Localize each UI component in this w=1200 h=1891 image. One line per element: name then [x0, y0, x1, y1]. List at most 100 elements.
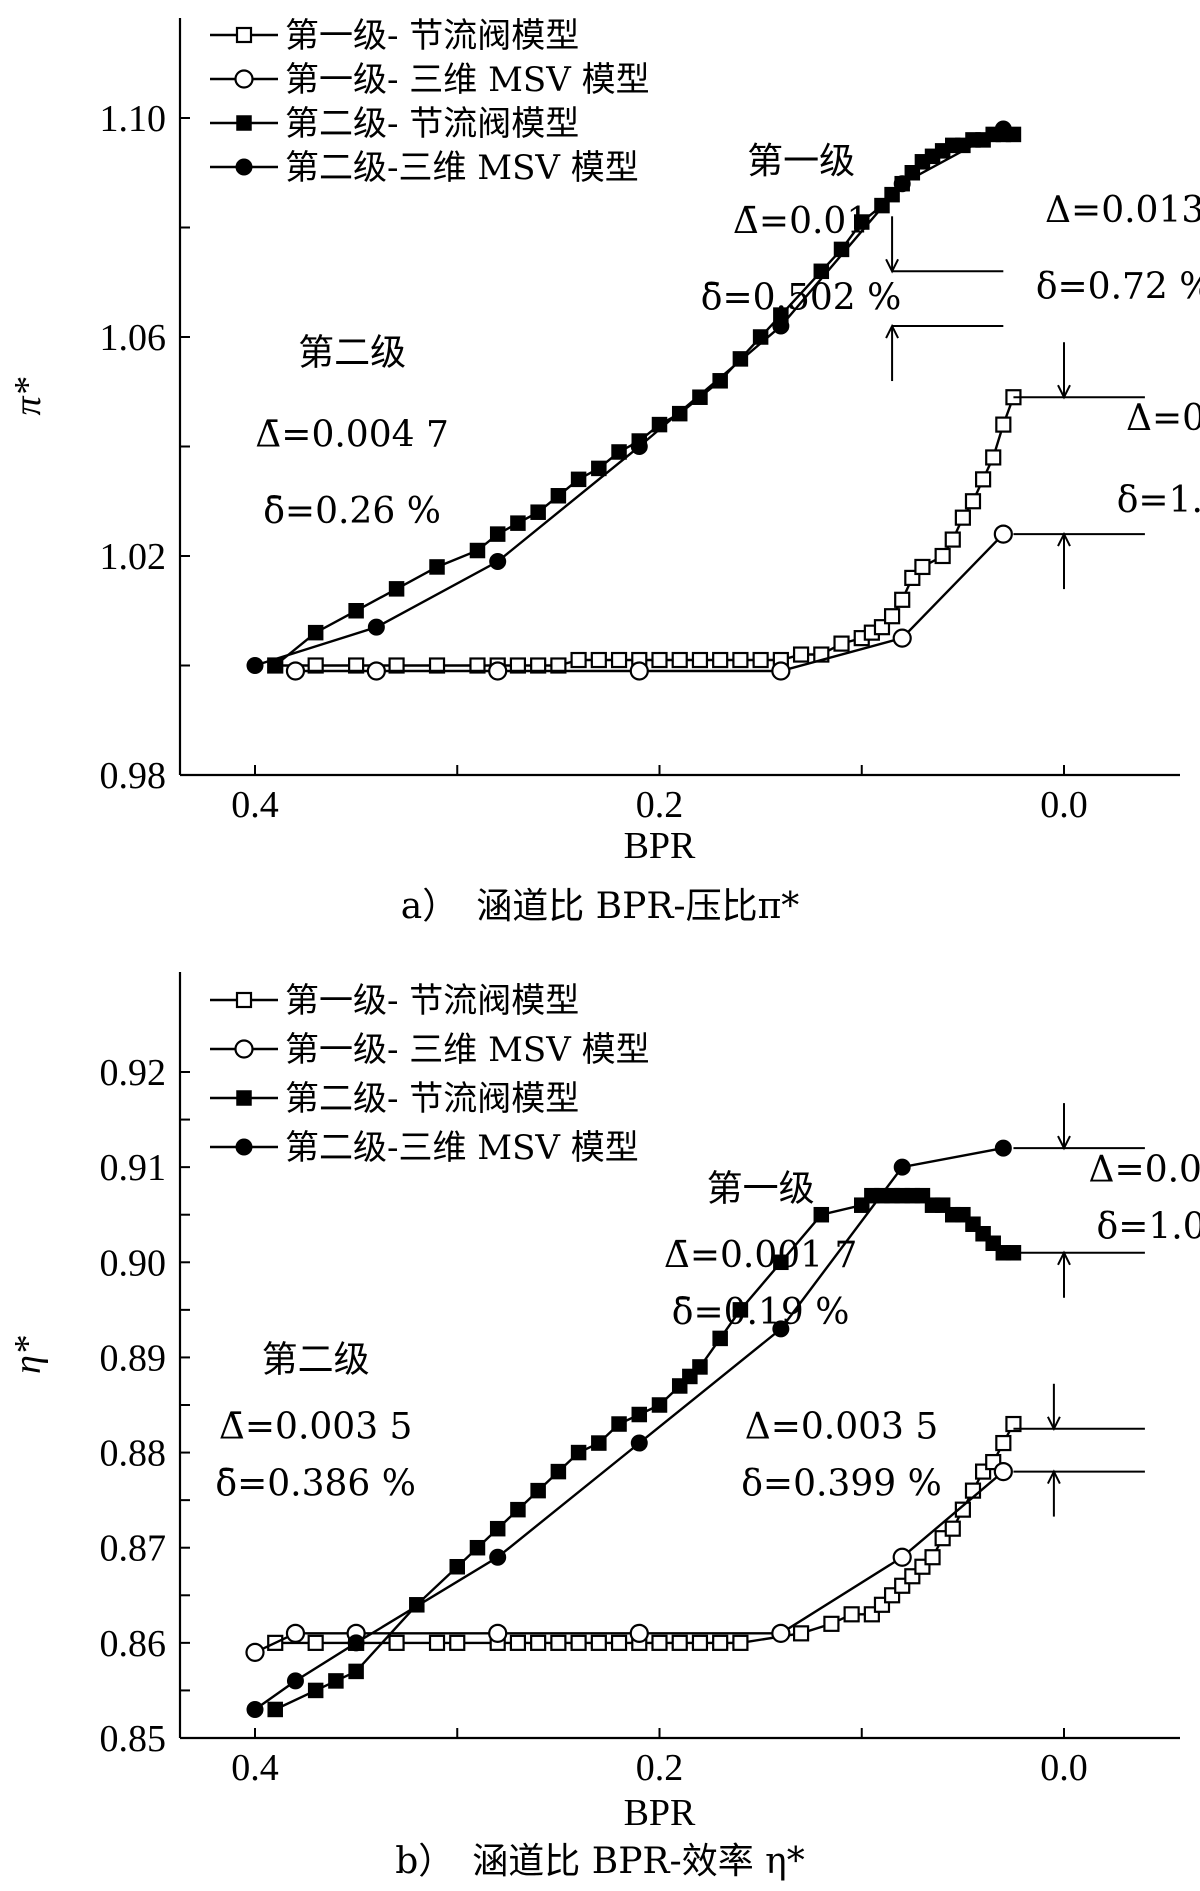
chart-panel-b: 0.85 0.86 0.87 0.88 0.89 0.90 0.91 0.92 0.4 0.2 0.… — [7, 972, 1200, 1882]
legend-label: 第二级-三维 MSV 模型 — [285, 1128, 639, 1168]
data-point — [428, 657, 446, 674]
data-point — [843, 1606, 860, 1623]
data-point — [993, 1461, 1013, 1482]
data-point — [570, 471, 587, 488]
data-point — [348, 603, 364, 619]
data-point — [630, 438, 648, 455]
data-point — [489, 552, 507, 570]
data-point — [954, 1501, 971, 1518]
data-point — [610, 651, 628, 669]
delta-arrowhead — [885, 323, 899, 339]
data-point — [307, 657, 324, 674]
data-point — [671, 651, 688, 669]
data-point — [732, 1302, 749, 1318]
annotation: δ=1.05 % — [1097, 1207, 1200, 1248]
data-point — [813, 1206, 830, 1223]
annotation: Δ=0.013 — [1045, 190, 1200, 231]
legend-label: 第二级- 节流阀模型 — [285, 104, 579, 144]
data-point — [732, 651, 749, 669]
data-point — [772, 1320, 790, 1338]
y-tick-label: 0.87 — [100, 1528, 167, 1570]
legend-marker — [235, 1138, 253, 1156]
data-point — [1005, 1415, 1022, 1433]
series-line-0 — [275, 1423, 1015, 1645]
data-point — [245, 1642, 265, 1662]
delta-arrowhead — [1046, 1469, 1061, 1485]
data-point — [489, 526, 506, 542]
legend-marker — [236, 115, 252, 131]
data-point — [732, 1634, 749, 1651]
x-tick-label: 0.2 — [636, 1747, 684, 1789]
y-axis-title: π* — [7, 377, 49, 415]
data-point — [509, 657, 527, 674]
data-point — [591, 460, 607, 477]
y-tick-label: 0.85 — [100, 1718, 167, 1760]
data-point — [449, 1634, 466, 1651]
data-point — [712, 651, 729, 669]
y-tick-label: 0.86 — [100, 1623, 167, 1665]
data-point — [712, 373, 728, 389]
annotation: δ̄=0.26 % — [263, 491, 441, 532]
y-tick-label: 0.98 — [100, 755, 167, 797]
data-point — [469, 1539, 486, 1556]
data-point — [388, 581, 405, 597]
annotation: δ̄=0.502 % — [701, 278, 902, 319]
data-point — [307, 624, 324, 641]
data-point — [328, 1673, 344, 1689]
data-point — [692, 389, 708, 405]
data-point — [286, 1672, 304, 1690]
data-point — [429, 559, 445, 575]
delta-arrowhead — [1057, 531, 1071, 547]
data-point — [985, 449, 1002, 466]
annotation: Δ̄=0.003 5 — [219, 1406, 413, 1447]
y-tick-label: 1.06 — [100, 317, 167, 359]
data-point — [671, 1634, 688, 1651]
x-tick-label: 0.4 — [231, 784, 279, 826]
data-point — [488, 1623, 508, 1643]
y-tick-label: 0.92 — [100, 1052, 167, 1094]
data-point — [610, 1634, 628, 1651]
data-point — [994, 120, 1012, 138]
data-point — [347, 1634, 365, 1652]
y-tick-label: 0.88 — [100, 1433, 167, 1475]
annotation: δ̄=0.19 % — [672, 1292, 850, 1333]
data-point — [964, 493, 982, 510]
data-point — [934, 547, 951, 565]
data-point — [792, 1625, 810, 1642]
data-point — [510, 515, 526, 531]
series-line-2 — [274, 133, 1014, 667]
y-tick-label: 0.90 — [100, 1242, 167, 1284]
data-point — [944, 531, 961, 548]
data-point — [833, 635, 850, 652]
data-point — [449, 1558, 465, 1575]
data-point — [591, 1435, 607, 1451]
data-point — [570, 651, 587, 669]
data-point — [712, 1634, 729, 1651]
x-tick-label: 0.0 — [1040, 1747, 1088, 1789]
legend-label: 第二级-三维 MSV 模型 — [285, 148, 639, 188]
data-point — [691, 651, 709, 669]
data-point — [631, 1406, 648, 1423]
data-point — [773, 1254, 789, 1271]
data-point — [954, 509, 971, 526]
data-point — [590, 651, 607, 669]
legend-label: 第一级- 三维 MSV 模型 — [285, 1030, 650, 1070]
data-point — [489, 1520, 506, 1537]
chart-panel-a: 0.98 1.02 1.06 1.10 0.4 0.2 0.0 BPR π* 第一级- 节流阀模型… — [7, 16, 1200, 927]
data-point — [611, 1416, 627, 1432]
data-point — [712, 1330, 728, 1347]
data-point — [367, 618, 385, 636]
data-point — [489, 1548, 507, 1566]
data-point — [530, 504, 546, 520]
data-point — [894, 591, 911, 608]
data-point — [388, 657, 405, 674]
delta-arrowhead — [1057, 384, 1071, 400]
annotation: δ=0.399 % — [741, 1463, 942, 1504]
y-tick-label: 1.10 — [100, 98, 167, 140]
data-point — [550, 1463, 567, 1480]
data-point — [974, 471, 992, 488]
annotation: δ=0.72 % — [1036, 267, 1200, 308]
data-point — [823, 1615, 840, 1632]
x-tick-label: 0.4 — [231, 1747, 279, 1789]
data-point — [366, 661, 386, 681]
